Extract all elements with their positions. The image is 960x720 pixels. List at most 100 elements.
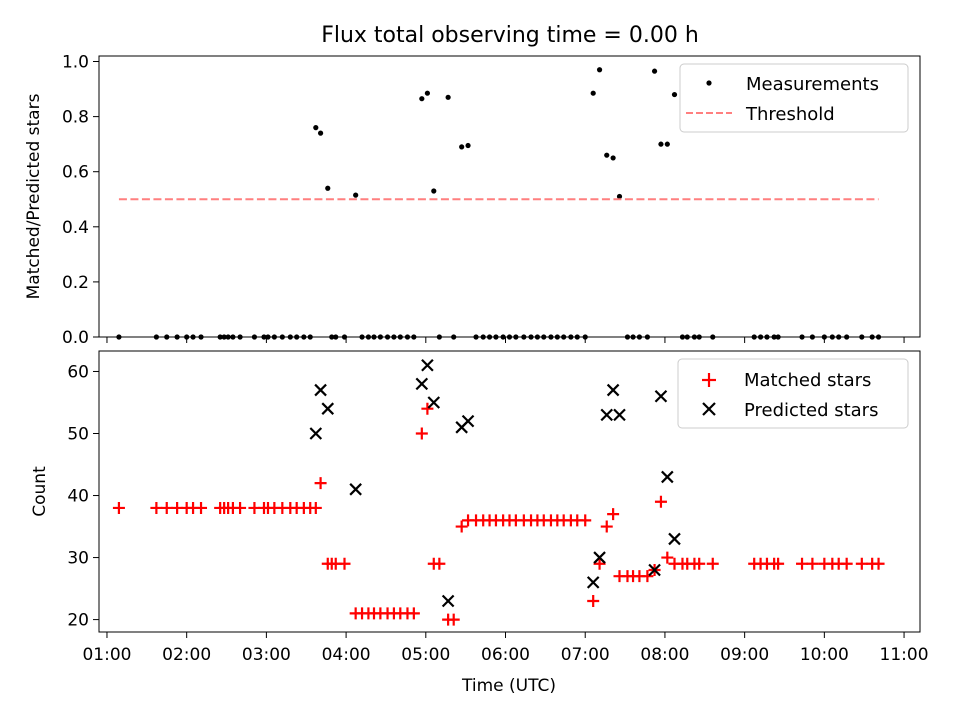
matched-star-point [160,501,173,514]
ratio-y-tick-label: 1.0 [62,53,89,73]
predicted-star-point [321,402,335,415]
ratio-panel: 0.0 0.2 0.4 0.6 0.8 1.0 Matched/Predicted sta… [24,53,921,348]
measurement-point [190,334,196,340]
measurement-point [582,334,588,340]
matched-star-point [587,594,600,607]
predicted-star-point [309,427,323,440]
measurement-point [664,141,670,147]
measurement-point [651,68,658,74]
x-tick-label: 10:00 [800,645,849,665]
measurement-point [679,334,686,340]
ratio-y-tick-label: 0.4 [62,218,89,238]
measurement-point [548,334,554,340]
measurement-point [404,334,411,340]
measurement-point [534,334,540,340]
predicted-star-point [586,576,600,589]
measurement-point [459,144,465,150]
measurement-point [596,67,603,73]
measurement-point [696,334,702,340]
measurement-point [313,125,319,131]
legend-measurements-marker [706,80,712,86]
measurement-point [757,334,764,340]
measurement-point [528,334,534,340]
matched-star-point [421,402,434,415]
measurement-point [424,90,430,96]
matched-star-point [772,557,785,570]
measurement-point [184,334,190,340]
measurement-point [644,334,650,340]
measurement-point [221,334,227,340]
matched-star-point [455,520,468,533]
measurement-point [671,91,678,98]
predicted-star-point [661,470,674,484]
count-y-tick-label: 40 [67,487,89,507]
x-tick-label: 04:00 [322,645,371,665]
measurement-point [574,334,580,340]
predicted-star-point [606,383,620,397]
measurement-point [513,334,519,340]
measurement-point [561,334,567,340]
matched-star-point [579,514,592,527]
measurement-point [411,334,417,340]
matched-star-point [641,570,654,583]
matched-star-point [607,508,620,521]
matched-star-point [150,501,163,514]
measurement-point [265,334,271,340]
measurement-point [301,334,307,340]
count-y-tick-label: 30 [67,549,89,569]
measurement-point [451,334,457,340]
measurement-point [329,334,335,340]
count-legend: Matched stars Predicted stars [677,358,909,429]
measurement-point [198,334,204,340]
measurement-point [341,334,348,340]
matched-star-point [706,557,719,570]
measurement-point [230,334,236,340]
legend-matched-marker [702,373,716,387]
count-y-tick-label: 60 [67,362,89,382]
legend-predicted-marker [702,402,716,416]
measurement-point [251,334,258,340]
measurement-point [237,334,243,340]
x-tick-label: 03:00 [242,645,291,665]
predicted-star-point [461,414,475,428]
measurement-point [771,334,777,340]
legend-measurements-label: Measurements [746,74,879,95]
matched-star-point [195,501,208,514]
matched-star-point [447,613,460,626]
measurement-point [604,152,610,158]
count-plot-area [98,350,921,633]
x-tick-label: 07:00 [561,645,610,665]
measurement-point [431,188,437,194]
measurement-point [691,334,698,340]
measurement-point [164,334,170,340]
count-y-axis-label: Count [30,466,50,517]
predicted-star-point [441,594,455,608]
measurement-point [174,334,180,340]
predicted-star-point [654,390,668,403]
ratio-y-tick-label: 0.0 [62,328,89,348]
measurement-point [436,334,442,340]
measurement-point [764,334,770,340]
chart-title: Flux total observing time = 0.00 h [321,23,699,48]
measurement-point [445,94,451,100]
measurement-point [751,334,757,340]
ratio-y-tick-label: 0.6 [62,163,89,183]
predicted-star-point [427,396,441,409]
measurement-point [325,185,331,191]
matched-star-point [872,557,885,570]
measurement-point [279,334,285,340]
x-tick-label: 01:00 [82,645,131,665]
predicted-star-point [421,358,434,372]
ratio-legend: Measurements Threshold [679,63,909,133]
measurement-point [616,193,623,200]
predicted-star-point [349,483,362,496]
measurement-point [799,334,805,340]
measurement-point [294,334,300,340]
measurement-point [636,334,643,340]
matched-star-point [112,501,125,514]
matched-star-point [309,501,322,514]
matched-star-point [593,557,606,570]
matched-star-point [433,557,446,570]
x-tick-label: 02:00 [162,645,211,665]
predicted-star-point [668,532,681,546]
